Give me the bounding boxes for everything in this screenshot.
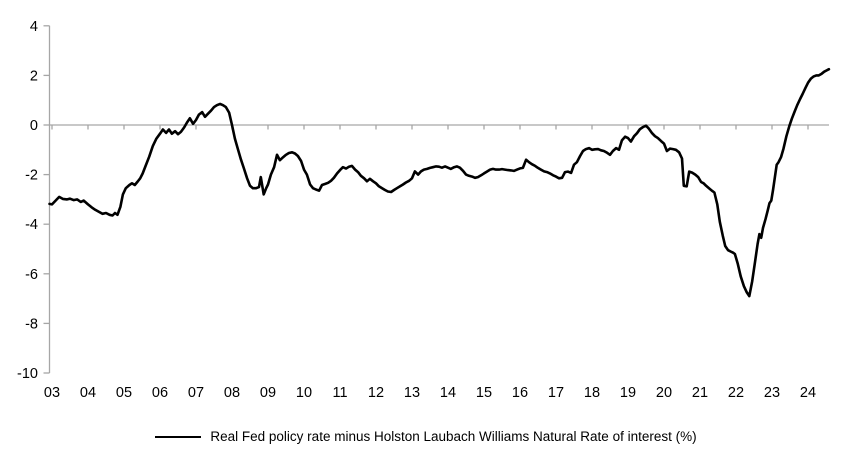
y-tick-label: -10	[17, 366, 38, 382]
chart-legend: Real Fed policy rate minus Holston Lauba…	[0, 429, 852, 444]
x-tick-label: 16	[512, 385, 528, 401]
x-tick-label: 08	[224, 385, 240, 401]
x-tick-label: 14	[440, 385, 456, 401]
x-tick-label: 05	[116, 385, 132, 401]
x-tick-label: 13	[404, 385, 420, 401]
x-tick-label: 15	[476, 385, 492, 401]
y-tick-label: -6	[25, 267, 38, 283]
legend-line-swatch-icon	[155, 435, 202, 438]
x-tick-label: 06	[152, 385, 168, 401]
x-tick-label: 20	[656, 385, 672, 401]
series-line	[48, 67, 831, 298]
y-tick-label: 4	[30, 19, 38, 35]
x-tick-label: 24	[800, 385, 816, 401]
x-tick-label: 04	[80, 385, 96, 401]
x-tick-label: 21	[692, 385, 708, 401]
x-tick-label: 10	[296, 385, 312, 401]
x-tick-label: 17	[548, 385, 564, 401]
legend-label: Real Fed policy rate minus Holston Lauba…	[210, 429, 697, 444]
x-tick-label: 19	[620, 385, 636, 401]
x-tick-label: 18	[584, 385, 600, 401]
y-tick-label: -8	[25, 316, 38, 332]
y-tick-label: -4	[25, 217, 38, 233]
x-tick-label: 23	[764, 385, 780, 401]
x-tick-label: 07	[188, 385, 204, 401]
x-tick-label: 11	[332, 385, 347, 401]
x-tick-label: 09	[260, 385, 276, 401]
y-tick-label: 2	[30, 68, 38, 84]
y-tick-label: 0	[30, 118, 38, 134]
x-tick-label: 22	[728, 385, 744, 401]
x-tick-label: 12	[368, 385, 384, 401]
x-tick-label: 03	[44, 385, 60, 401]
y-tick-label: -2	[25, 168, 38, 184]
